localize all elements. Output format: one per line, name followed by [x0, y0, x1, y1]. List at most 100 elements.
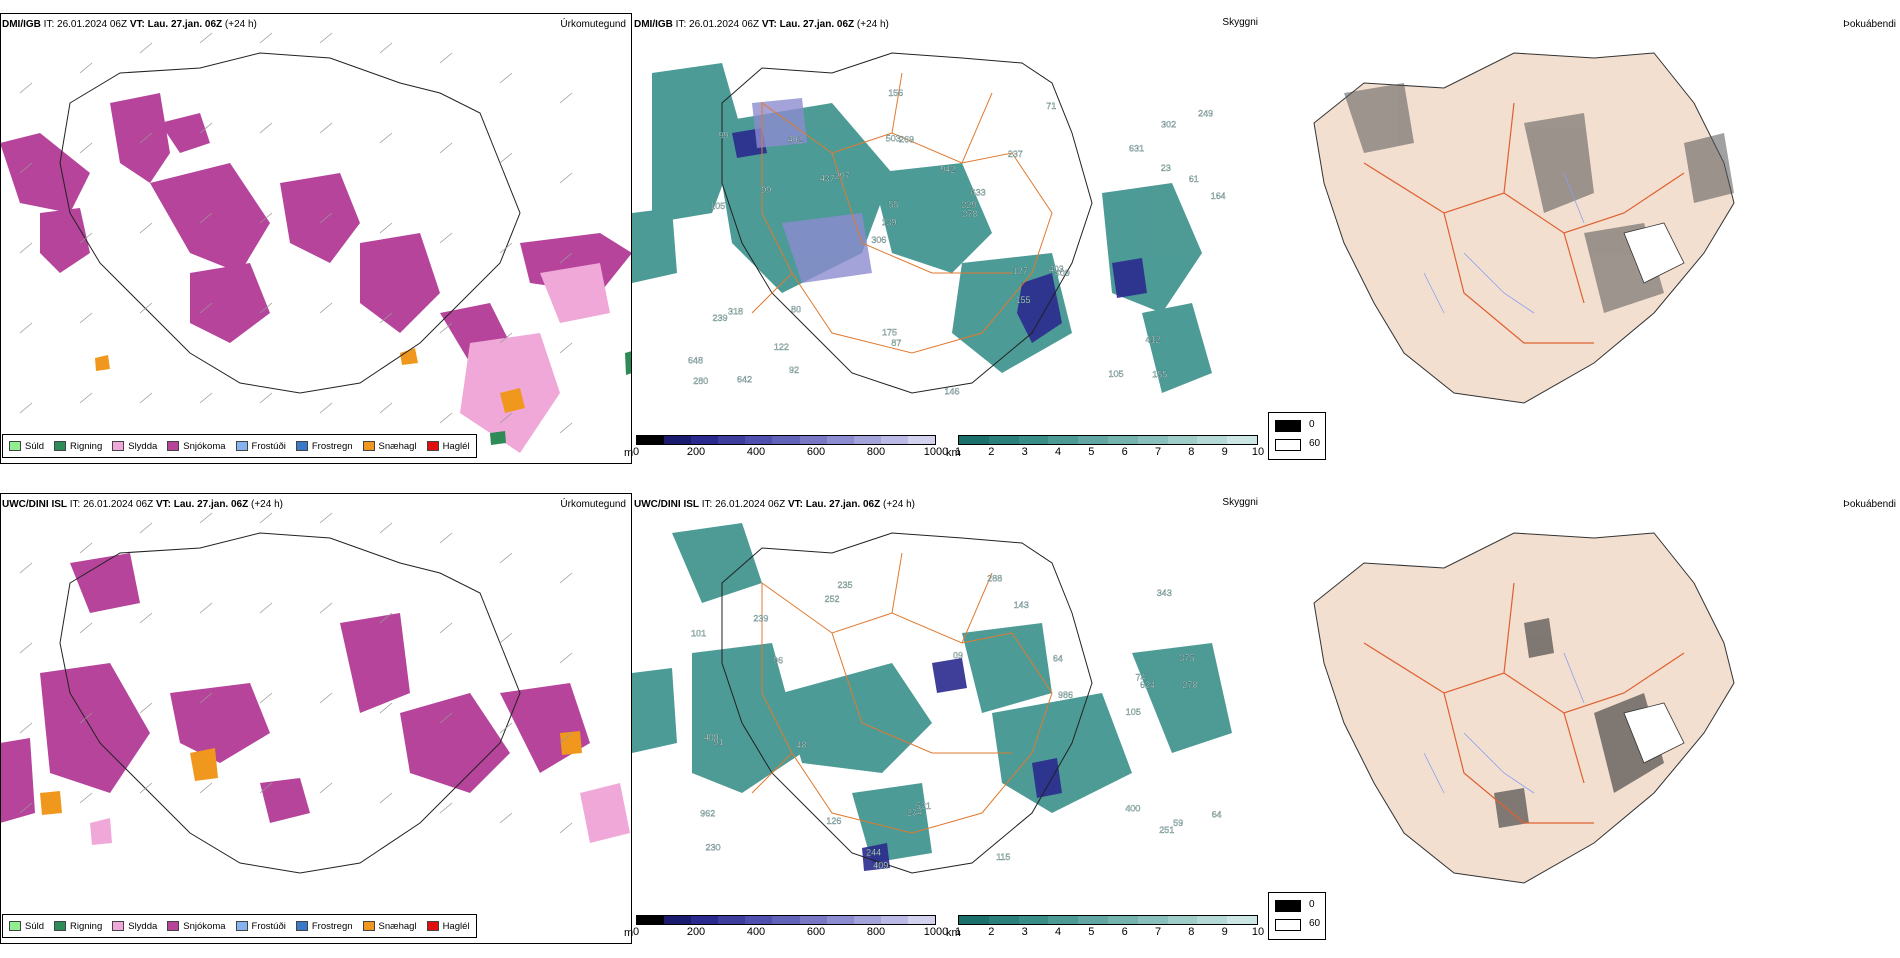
ceiling-tick-label: 5 — [1088, 926, 1095, 938]
terrain-scale-cell — [799, 436, 827, 444]
ceiling-height-label: 631 — [1129, 144, 1144, 154]
ceiling-height-label: 251 — [1159, 825, 1174, 835]
legend-swatch-rigning — [54, 441, 67, 451]
ceiling-height-label: 648 — [688, 355, 703, 365]
row2-precip-panel: UWC/DINI ISL IT: 26.01.2024 06Z VT: Lau.… — [0, 493, 632, 958]
terrain-tick-label: 0 — [632, 926, 640, 938]
ceiling-height-label: 64 — [1053, 653, 1063, 663]
terrain-scale-cell — [718, 436, 746, 444]
terrain-tick-label: 800 — [866, 446, 886, 458]
ceiling-scale-cell — [1167, 916, 1198, 924]
row1-ceiling-labels: 155 105 302 306 237 642 503 942 318 297 648 122 269 6… — [688, 88, 1226, 397]
ceiling-height-label: 318 — [728, 306, 743, 316]
terrain-scale-cell — [880, 436, 908, 444]
legend-swatch-frostudi — [235, 921, 248, 931]
ceiling-height-label: 59 — [1173, 818, 1183, 828]
terrain-scale-cell — [907, 916, 936, 924]
terrain-scale-cell — [745, 436, 773, 444]
ceiling-scale-cell — [959, 436, 989, 444]
row1-ceiling-title: Skyggni — [1222, 17, 1258, 28]
row1-ceiling-header: DMI/IGB IT: 26.01.2024 06Z VT: Lau. 27.j… — [634, 19, 889, 30]
ceiling-tick-label: 1 — [954, 446, 962, 458]
ceiling-height-label: 101 — [691, 628, 706, 638]
ceiling-height-label: 105 — [710, 201, 725, 211]
row1-ceiling-map — [632, 52, 1212, 394]
ceiling-height-label: 244 — [866, 848, 881, 858]
ceiling-tick-label: 7 — [1154, 926, 1162, 938]
ceiling-scale-cell — [1167, 436, 1198, 444]
ceiling-height-label: 412 — [1146, 334, 1161, 344]
ceiling-height-label: 87 — [891, 338, 901, 348]
ceiling-scale-cell — [1197, 436, 1228, 444]
terrain-scale-cell — [637, 916, 665, 924]
terrain-scale-cell — [691, 916, 719, 924]
row1-precip-title: Úrkomutegund — [560, 19, 626, 30]
legend-swatch-frostregn — [295, 441, 308, 451]
ceiling-height-label: 122 — [774, 342, 789, 352]
terrain-tick-label: 1000 — [923, 446, 949, 458]
row1-precip-panel: DMI/IGB IT: 26.01.2024 06Z VT: Lau. 27.j… — [0, 13, 632, 478]
row2-cloud-panel: Þokuábendi 0 60 — [1264, 493, 1900, 958]
legend-swatch-snaehagl — [362, 921, 375, 931]
ceiling-tick-label: 7 — [1154, 446, 1162, 458]
ceiling-height-label: 92 — [789, 365, 799, 375]
ceiling-height-label: 633 — [971, 188, 986, 198]
row2-ceiling-title: Skyggni — [1222, 497, 1258, 508]
ceiling-height-label: 61 — [1189, 174, 1199, 184]
terrain-scale-cell — [664, 916, 692, 924]
ceiling-height-label: 249 — [1198, 108, 1213, 118]
terrain-tick-label: 1000 — [923, 926, 949, 938]
terrain-scale-cell — [772, 436, 800, 444]
ceiling-height-label: 146 — [944, 387, 959, 397]
ceiling-height-label: 105 — [1126, 707, 1141, 717]
ceiling-height-label: 155 — [1152, 369, 1167, 379]
ceiling-height-label: 343 — [1157, 588, 1172, 598]
ceiling-scale-cell — [988, 916, 1019, 924]
ceiling-height-label: 986 — [1058, 690, 1073, 700]
ceiling-height-label: 175 — [882, 327, 897, 337]
ceiling-height-label: 115 — [996, 852, 1010, 862]
legend-swatch-slydda — [112, 921, 125, 931]
ceiling-height-label: 503 — [886, 133, 901, 143]
row2-ceiling-panel: Skyggni UWC/DINI ISL IT: 26.01.2024 06Z … — [624, 493, 1265, 958]
ceiling-tick-label: 8 — [1188, 446, 1195, 458]
terrain-tick-label: 600 — [806, 926, 826, 938]
ceiling-height-label: 156 — [888, 88, 903, 98]
ceiling-tick-label: 10 — [1251, 446, 1265, 458]
ceiling-height-label: 402 — [788, 135, 803, 145]
legend-swatch-sudd — [9, 441, 21, 451]
ceiling-height-label: 269 — [899, 135, 914, 145]
row2-ceiling-labels: 400 375 59 09 230 235 74 126 343 96 278 101 105 409 96… — [691, 573, 1222, 870]
ceiling-height-label: 48 — [796, 740, 806, 750]
row2-cloud-map — [1313, 532, 1735, 884]
ceiling-height-label: 126 — [826, 816, 841, 826]
ceiling-tick-label: 8 — [1188, 926, 1195, 938]
ceiling-tick-label: 4 — [1054, 926, 1062, 938]
ceiling-height-label: 91 — [714, 737, 724, 747]
ceiling-height-label: 288 — [987, 573, 1002, 583]
ceiling-height-label: 624 — [1140, 680, 1155, 690]
ceiling-scale-cell — [1197, 916, 1228, 924]
ceiling-tick-label: 10 — [1251, 926, 1265, 938]
ceiling-height-label: 329 — [961, 200, 976, 210]
legend-swatch-slydda — [112, 441, 125, 451]
row2-cloud-legend: 0 60 — [1268, 892, 1326, 940]
terrain-tick-label: 600 — [806, 446, 826, 458]
legend-swatch-frostudi — [235, 441, 248, 451]
legend-swatch-frostregn — [295, 921, 308, 931]
ceiling-height-label: 230 — [705, 843, 720, 853]
ceiling-height-label: 302 — [1161, 120, 1176, 130]
ceiling-height-label: 306 — [871, 235, 886, 245]
ceiling-tick-label: 3 — [1021, 926, 1028, 938]
terrain-scale-cell — [880, 916, 908, 924]
ceiling-height-label: 139 — [882, 218, 897, 228]
legend-swatch-sudd — [9, 921, 21, 931]
ceiling-height-label: 437 — [820, 173, 835, 183]
row2-precip-title: Úrkomutegund — [560, 499, 626, 510]
ceiling-height-label: 127 — [1013, 266, 1028, 276]
legend-swatch-snaehagl — [362, 441, 375, 451]
ceiling-height-label: 297 — [835, 171, 850, 181]
ceiling-height-label: 237 — [1008, 149, 1023, 159]
ceiling-scale-cell — [959, 916, 989, 924]
ceiling-height-label: 378 — [962, 209, 977, 219]
